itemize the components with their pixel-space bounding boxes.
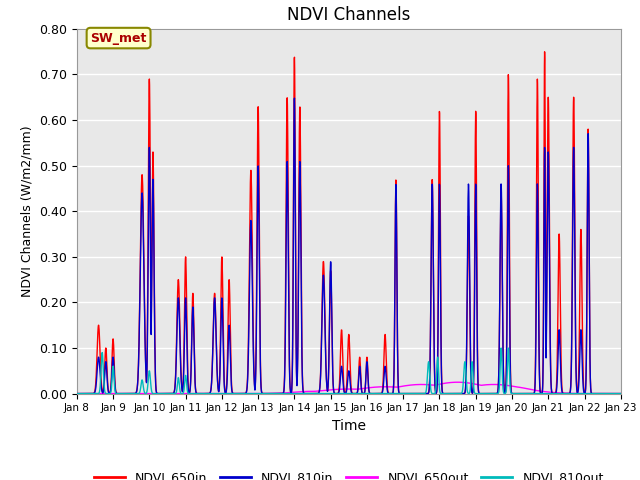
NDVI_650out	[73, 391, 81, 396]
NDVI_810out	[305, 391, 313, 396]
NDVI_650in	[541, 49, 548, 55]
NDVI_810out	[135, 391, 143, 396]
NDVI_810in	[548, 389, 556, 395]
NDVI_810in	[282, 326, 289, 332]
NDVI_650in	[73, 391, 81, 396]
Y-axis label: NDVI Channels (W/m2/mm): NDVI Channels (W/m2/mm)	[20, 125, 33, 297]
NDVI_810in	[291, 95, 298, 101]
NDVI_650out	[607, 391, 614, 396]
Line: NDVI_650out: NDVI_650out	[77, 382, 621, 394]
NDVI_650out	[282, 390, 289, 396]
NDVI_810in	[305, 391, 313, 396]
NDVI_650out	[617, 391, 625, 396]
NDVI_650in	[548, 389, 556, 395]
NDVI_650out	[454, 379, 461, 385]
NDVI_810out	[548, 391, 556, 396]
NDVI_650in	[607, 391, 614, 396]
Text: SW_met: SW_met	[90, 32, 147, 45]
NDVI_650in	[167, 391, 175, 396]
NDVI_650out	[548, 389, 556, 395]
NDVI_810out	[73, 391, 81, 396]
Title: NDVI Channels: NDVI Channels	[287, 6, 410, 24]
NDVI_810out	[282, 391, 289, 396]
NDVI_650in	[282, 309, 289, 314]
NDVI_650in	[305, 391, 313, 396]
Line: NDVI_810out: NDVI_810out	[77, 348, 621, 394]
NDVI_650in	[617, 391, 625, 396]
NDVI_810in	[167, 391, 175, 396]
NDVI_650out	[167, 391, 175, 396]
Legend: NDVI_650in, NDVI_810in, NDVI_650out, NDVI_810out: NDVI_650in, NDVI_810in, NDVI_650out, NDV…	[89, 467, 609, 480]
NDVI_810in	[617, 391, 625, 396]
X-axis label: Time: Time	[332, 419, 366, 433]
Line: NDVI_810in: NDVI_810in	[77, 98, 621, 394]
NDVI_810in	[73, 391, 81, 396]
NDVI_810in	[607, 391, 614, 396]
NDVI_810out	[617, 391, 625, 396]
NDVI_810out	[504, 345, 512, 351]
NDVI_650out	[135, 391, 143, 396]
NDVI_810out	[217, 391, 225, 396]
Line: NDVI_650in: NDVI_650in	[77, 52, 621, 394]
NDVI_650in	[135, 347, 143, 352]
NDVI_810in	[135, 350, 143, 356]
NDVI_810out	[167, 391, 175, 396]
NDVI_810out	[607, 391, 614, 396]
NDVI_650out	[305, 388, 313, 394]
